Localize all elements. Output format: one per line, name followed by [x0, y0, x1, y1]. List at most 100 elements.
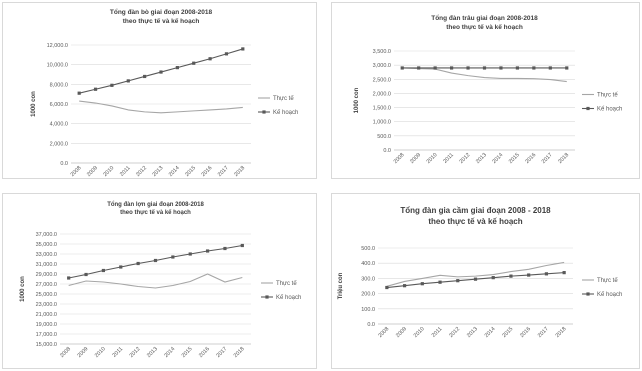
y-tick-label: 19,000.0	[36, 322, 57, 328]
x-tick-label: 2016	[198, 346, 211, 359]
y-axis-label: 1000 con	[20, 276, 26, 302]
x-tick-label: 2017	[541, 152, 554, 165]
x-tick-label: 2009	[86, 165, 99, 178]
x-tick-label: 2011	[112, 346, 125, 359]
chart-title-line: Tổng đàn gia cầm giai đoạn 2008 - 2018	[400, 206, 551, 215]
x-tick-label: 2014	[484, 326, 497, 339]
data-point	[223, 246, 227, 251]
series-line	[79, 100, 243, 114]
data-point	[188, 252, 192, 256]
y-tick-label: 21,000.0	[36, 312, 57, 318]
data-point	[93, 87, 98, 91]
legend-marker	[586, 106, 590, 111]
data-point	[159, 70, 163, 74]
data-point	[77, 91, 81, 95]
y-tick-label: 8,000.0	[50, 82, 68, 88]
data-point	[205, 249, 210, 253]
legend-label: Kế hoạch	[597, 107, 622, 113]
data-point	[473, 277, 478, 281]
y-tick-label: 33,000.0	[36, 252, 57, 258]
y-tick-label: 3,500.0	[373, 49, 391, 55]
data-point	[417, 66, 421, 70]
x-tick-label: 2009	[409, 152, 422, 165]
chart-panel-gia-cam: Tổng đàn gia cầm giai đoạn 2008 - 2018 th…	[331, 193, 640, 369]
legend-label: Kế hoạch	[597, 292, 622, 298]
x-tick-label: 2012	[459, 152, 472, 165]
x-tick-label: 2015	[181, 346, 194, 359]
data-point	[101, 268, 106, 273]
data-point	[565, 66, 569, 70]
x-tick-label: 2017	[217, 165, 230, 178]
series-line	[402, 67, 567, 83]
chart-title-line: Tổng đàn trâu giai đoạn 2008-2018	[431, 14, 538, 22]
y-tick-label: 35,000.0	[36, 242, 57, 248]
x-tick-label: 2010	[102, 165, 115, 178]
data-point	[509, 274, 513, 278]
data-point	[385, 285, 389, 290]
y-axis-label: 1000 con	[31, 91, 37, 117]
x-tick-label: 2015	[184, 165, 197, 178]
x-tick-label: 2013	[152, 165, 165, 178]
x-tick-label: 2017	[537, 326, 550, 339]
x-tick-label: 2015	[501, 326, 514, 339]
data-point	[449, 66, 454, 70]
data-point	[136, 261, 140, 266]
x-tick-label: 2014	[163, 346, 176, 359]
data-point	[438, 280, 442, 284]
series-line	[386, 261, 565, 287]
x-tick-label: 2009	[395, 326, 408, 339]
legend-marker	[586, 292, 590, 296]
x-tick-label: 2008	[393, 152, 406, 165]
x-tick-label: 2014	[168, 165, 181, 178]
data-point	[456, 279, 460, 283]
data-point	[126, 79, 130, 83]
x-tick-label: 2012	[135, 165, 148, 178]
y-tick-label: 2,500.0	[373, 77, 391, 83]
x-tick-label: 2011	[442, 152, 455, 165]
data-point	[143, 74, 147, 79]
y-tick-label: 10,000.0	[47, 63, 68, 69]
y-tick-label: 29,000.0	[36, 272, 57, 278]
x-tick-label: 2011	[431, 326, 444, 339]
data-point	[119, 265, 123, 269]
y-tick-label: 31,000.0	[36, 262, 57, 268]
x-tick-label: 2016	[519, 326, 532, 339]
legend-label: Kế hoạch	[273, 110, 298, 116]
y-tick-label: 15,000.0	[36, 342, 57, 348]
data-point	[192, 61, 196, 65]
x-tick-label: 2018	[557, 152, 570, 165]
chart-title-line: theo thực tế và kế hoạch	[120, 209, 191, 216]
y-tick-label: 500.0	[361, 246, 375, 252]
data-point	[224, 52, 229, 56]
chart-panel-trau: Tổng đàn trâu giai đoạn 2008-2018 theo th…	[331, 2, 640, 179]
y-tick-label: 6,000.0	[50, 102, 68, 108]
data-point	[240, 243, 244, 248]
y-tick-label: 2,000.0	[373, 91, 391, 97]
y-tick-label: 200.0	[361, 292, 375, 298]
x-tick-label: 2013	[146, 346, 159, 359]
y-tick-label: 500.0	[377, 134, 391, 140]
y-tick-label: 300.0	[361, 276, 375, 282]
legend-label: Thực tế	[273, 96, 294, 102]
chart-title-line: Tổng đàn bò giai đoạn 2008-2018	[110, 8, 213, 16]
data-point	[527, 273, 531, 277]
chart-title-line: theo thực tế và kế hoạch	[446, 23, 523, 31]
y-tick-label: 3,000.0	[373, 63, 391, 69]
legend-marker	[262, 110, 266, 114]
data-point	[532, 66, 536, 70]
chart-title-line: theo thực tế và kế hoạch	[428, 217, 522, 226]
y-tick-label: 4,000.0	[50, 122, 68, 128]
y-tick-label: 27,000.0	[36, 282, 57, 288]
y-tick-label: 0.0	[367, 322, 375, 328]
data-point	[241, 47, 245, 51]
line-chart: Tổng đàn gia cầm giai đoạn 2008 - 2018 th…	[338, 206, 622, 339]
data-point	[208, 57, 212, 61]
chart-title-line: theo thực tế và kế hoạch	[123, 17, 200, 25]
data-point	[153, 258, 158, 263]
data-point	[171, 255, 175, 259]
data-point	[466, 66, 470, 70]
x-tick-label: 2012	[448, 326, 461, 339]
x-tick-label: 2011	[119, 165, 132, 178]
